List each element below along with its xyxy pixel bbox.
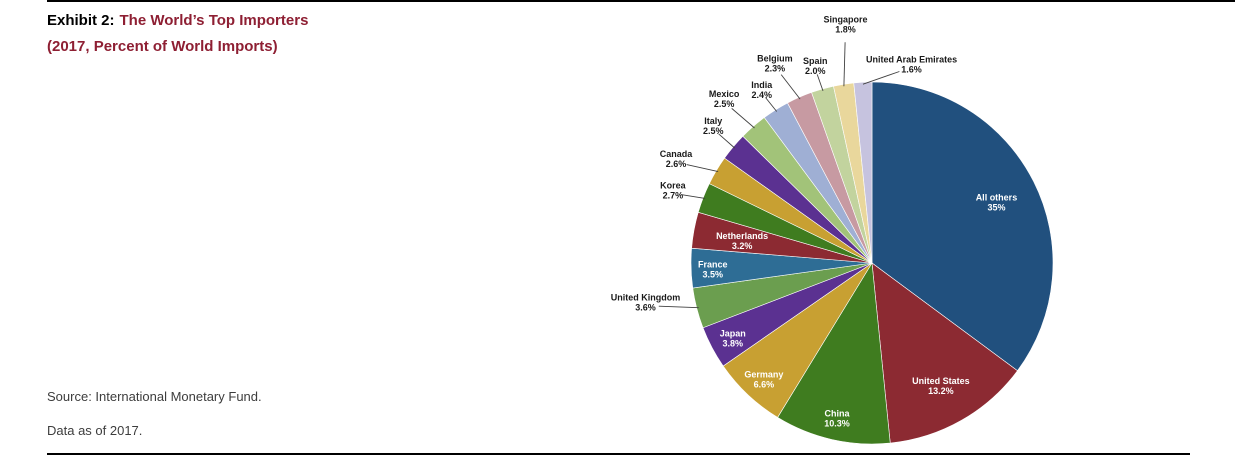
pie-slice-united-states [871, 262, 1018, 444]
source-note: Source: International Monetary Fund. [47, 389, 262, 404]
pie-label-germany: Germany 6.6% [744, 369, 783, 389]
top-border-rule [47, 0, 1235, 2]
pie-slice-all-others [871, 81, 1054, 372]
pie-label-china: China 10.3% [824, 409, 850, 429]
leader-line-spain [816, 74, 824, 92]
leader-line-korea [680, 194, 706, 199]
leader-line-canada [686, 164, 719, 173]
bottom-border-rule [47, 453, 1190, 455]
leader-line-italy [718, 133, 736, 149]
pie-label-united-kingdom: United Kingdom 3.6% [611, 293, 681, 313]
pie-slice-china [777, 262, 891, 445]
exhibit-title-line: Exhibit 2: The World’s Top Importers [47, 8, 308, 34]
leader-line-belgium [780, 74, 801, 100]
pie-label-japan: Japan 3.8% [720, 329, 746, 349]
pie-label-korea: Korea 2.7% [660, 180, 687, 200]
exhibit-subtitle: (2017, Percent of World Imports) [47, 38, 278, 55]
pie-label-mexico: Mexico 2.5% [709, 89, 740, 109]
leader-line-united-kingdom [658, 305, 699, 309]
exhibit-number: Exhibit 2: [47, 12, 115, 29]
exhibit-title: The World’s Top Importers [119, 12, 309, 29]
leader-line-india [765, 97, 778, 112]
exhibit-header: Exhibit 2: The World’s Top Importers (201… [47, 8, 308, 60]
leader-line-singapore [843, 42, 846, 87]
data-note: Data as of 2017. [47, 423, 143, 438]
pie-label-india: India 2.4% [751, 80, 773, 100]
pie-label-belgium: Belgium 2.3% [757, 53, 793, 73]
pie-label-singapore: Singapore 1.8% [823, 15, 867, 35]
pie-label-spain: Spain 2.0% [803, 56, 828, 76]
pie-label-france: France 3.5% [698, 260, 728, 280]
pie-slice-united-arab-emirates [853, 81, 873, 264]
pie-label-united-arab-emirates: United Arab Emirates 1.6% [866, 54, 957, 74]
leader-line-united-arab-emirates [862, 71, 900, 85]
pie-label-united-states: United States 13.2% [912, 376, 970, 396]
pie-label-canada: Canada 2.6% [660, 149, 694, 169]
pie-label-italy: Italy 2.5% [703, 116, 724, 136]
pie-label-netherlands: Netherlands 3.2% [716, 231, 768, 251]
pie-label-all-others: All others 35% [976, 192, 1018, 212]
leader-line-mexico [731, 108, 755, 129]
